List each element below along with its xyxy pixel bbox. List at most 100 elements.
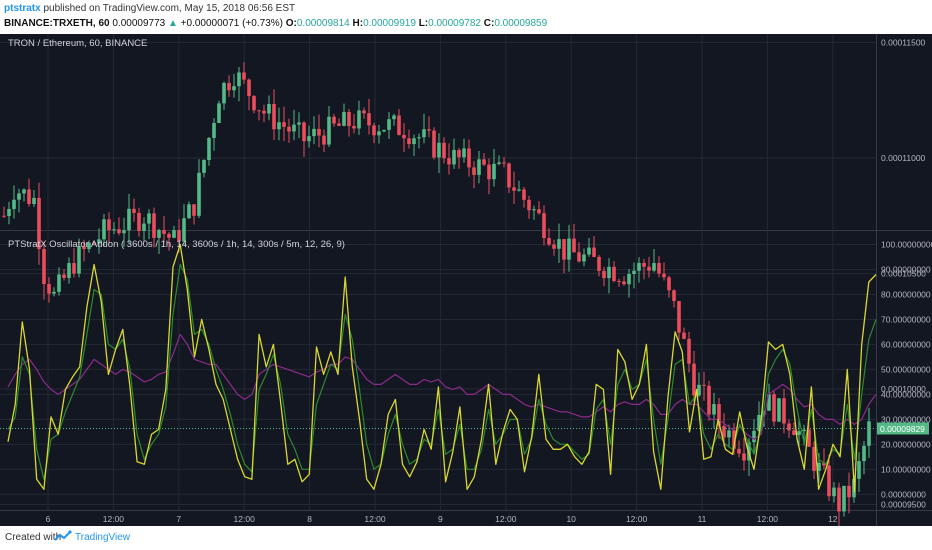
candle-body (642, 262, 646, 267)
candle-body (212, 122, 216, 138)
close-value: 0.00009859 (494, 18, 548, 29)
candle-body (287, 126, 291, 132)
candle-body (357, 110, 361, 129)
candle-body (837, 487, 841, 512)
low-value: 0.00009782 (428, 18, 481, 29)
oscillator-axis-label: 50.00000000 (881, 364, 931, 374)
candle-body (422, 129, 426, 138)
candle-body (302, 122, 306, 142)
candle-body (312, 128, 316, 137)
candle-body (397, 115, 401, 135)
candle-body (602, 270, 606, 279)
candle-body (82, 246, 86, 250)
candle-body (362, 110, 366, 114)
candle-body (382, 129, 386, 132)
candle-body (482, 159, 486, 165)
candle-body (507, 163, 511, 188)
change-text: +0.00000071 (+0.73%) (180, 18, 283, 29)
price-pane-title: TRON / Ethereum, 60, BINANCE (8, 38, 148, 49)
candle-body (317, 128, 321, 136)
candle-body (222, 82, 226, 104)
candle-body (322, 135, 326, 145)
tradingview-link[interactable]: TradingView (75, 532, 131, 543)
candle-body (152, 213, 156, 238)
candle-body (202, 160, 206, 173)
candle-body (122, 230, 126, 234)
candle-body (292, 124, 296, 132)
candle-body (157, 230, 161, 238)
candle-body (117, 229, 121, 234)
time-axis-label: 7 (176, 514, 181, 524)
low-label: L: (418, 18, 429, 29)
candle-body (377, 131, 381, 136)
candle-body (272, 104, 276, 130)
candle-body (467, 148, 471, 168)
candle-body (172, 230, 176, 238)
candle-body (542, 213, 546, 239)
candle-body (762, 410, 766, 415)
chart-area[interactable]: 0.00011500 0.00011000 0.00010500 0.00010000… (0, 34, 932, 526)
candle-body (842, 485, 846, 512)
candle-body (37, 197, 41, 250)
candle-body (597, 256, 601, 271)
oscillator-axis-label: 100.00000000 (881, 240, 932, 250)
candle-body (537, 209, 541, 214)
candle-body (147, 213, 151, 224)
last-price: 0.00009773 (112, 18, 166, 29)
time-axis-label: 9 (438, 514, 443, 524)
symbol-label: BINANCE:TRXETH, 60 (4, 18, 110, 29)
last-price-tag-label: 0.00009829 (880, 424, 925, 434)
candle-body (492, 163, 496, 180)
candle-body (437, 142, 441, 158)
candle-body (742, 453, 746, 461)
candle-body (447, 158, 451, 165)
high-label: H: (352, 18, 364, 29)
time-axis-label: 11 (698, 514, 707, 524)
oscillator-axis-label: 30.00000000 (881, 414, 931, 424)
candle-body (72, 263, 76, 274)
candle-body (27, 189, 31, 205)
candle-body (342, 111, 346, 126)
candle-body (452, 149, 456, 165)
candle-body (757, 414, 761, 431)
candle-body (557, 239, 561, 249)
candle-body (167, 233, 171, 238)
candle-body (612, 266, 616, 282)
time-axis-label: 12:00 (757, 514, 779, 524)
candle-body (807, 429, 811, 447)
open-value: 0.00009814 (296, 18, 350, 29)
candle-body (562, 239, 566, 260)
candle-body (207, 137, 211, 161)
oscillator-axis-label: 40.00000000 (881, 389, 931, 399)
candle-body (337, 123, 341, 126)
candle-body (187, 204, 191, 219)
candle-body (327, 116, 331, 145)
candle-body (457, 149, 461, 158)
candle-body (372, 125, 376, 136)
candle-body (502, 162, 506, 164)
candle-body (17, 193, 21, 200)
candle-body (522, 189, 526, 200)
candle-body (822, 462, 826, 466)
author-link[interactable]: ptstratx (4, 3, 41, 14)
candle-body (622, 281, 626, 285)
time-axis-label: 12:00 (234, 514, 256, 524)
candle-body (242, 72, 246, 80)
time-axis-label: 12:00 (364, 514, 386, 524)
candle-body (772, 394, 776, 422)
candle-body (512, 187, 516, 191)
candle-body (497, 162, 501, 164)
candle-body (2, 215, 6, 217)
candle-body (247, 79, 251, 97)
time-axis-label: 12:00 (626, 514, 648, 524)
candle-body (532, 209, 536, 211)
candle-body (617, 281, 621, 283)
chart-canvas[interactable]: 0.00011500 0.00011000 0.00010500 0.00010000… (0, 34, 932, 526)
candle-body (277, 122, 281, 130)
candle-body (587, 247, 591, 255)
candle-body (67, 263, 71, 278)
candle-body (352, 125, 356, 129)
time-axis-label: 12 (828, 514, 838, 524)
open-label: O: (285, 18, 297, 29)
candle-body (792, 430, 796, 435)
